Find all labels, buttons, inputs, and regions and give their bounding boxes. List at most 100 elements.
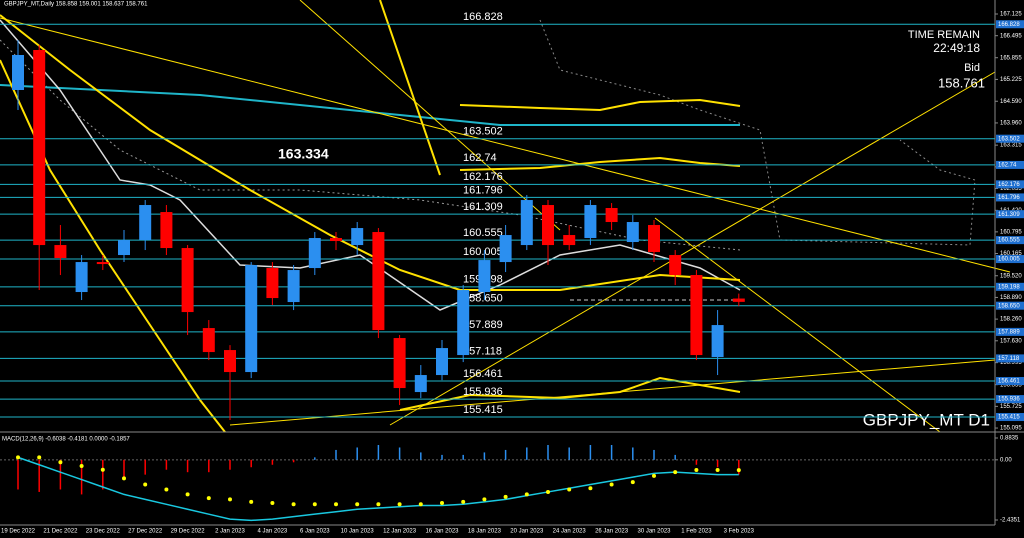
level-label: 156.461 xyxy=(463,368,503,380)
trendline xyxy=(389,71,996,426)
x-tick-label: 16 Jan 2023 xyxy=(425,529,459,535)
level-tag xyxy=(996,210,1024,219)
signal-dot xyxy=(673,470,678,475)
candle-body xyxy=(414,375,427,393)
candle-body xyxy=(12,54,24,90)
moving-average xyxy=(0,19,741,311)
level-tag-label: 162.74 xyxy=(998,163,1017,169)
level-tag-label: 166.828 xyxy=(998,22,1020,28)
x-tick-label: 30 Jan 2023 xyxy=(637,529,671,535)
signal-dot xyxy=(524,492,529,497)
candle-body xyxy=(393,338,406,389)
chart-header: GBPJPY_MT,Daily 158.858 159.001 158.637 … xyxy=(4,2,148,8)
x-tick-label: 26 Jan 2023 xyxy=(595,529,629,535)
level-tag-label: 161.796 xyxy=(998,195,1020,201)
level-tag xyxy=(996,255,1024,264)
candle-body xyxy=(160,212,173,249)
signal-dot xyxy=(461,499,466,504)
level-tag-label: 155.936 xyxy=(998,397,1020,403)
candle-body xyxy=(499,235,512,263)
candle-body xyxy=(669,255,682,276)
x-tick-label: 4 Jan 2023 xyxy=(258,529,288,535)
level-tag xyxy=(996,301,1024,310)
candle-body xyxy=(266,268,279,299)
level-label: 162.74 xyxy=(463,152,497,164)
signal-dot xyxy=(79,464,84,469)
signal-dot xyxy=(630,480,635,485)
x-tick-label: 18 Jan 2023 xyxy=(468,529,502,535)
y-tick-label: 156.995 xyxy=(1000,360,1022,366)
level-tag-label: 157.889 xyxy=(998,329,1020,335)
level-tag xyxy=(996,413,1024,422)
level-tag-label: 161.309 xyxy=(998,212,1020,218)
signal-dot xyxy=(100,467,105,472)
y-tick-label: 155.095 xyxy=(1000,426,1022,432)
level-tag xyxy=(996,236,1024,245)
bid-label: Bid xyxy=(964,62,980,74)
y-tick-label: 167.125 xyxy=(1000,12,1022,18)
signal-dot xyxy=(164,487,169,492)
signal-dot xyxy=(418,502,423,507)
level-tag xyxy=(996,193,1024,202)
y-tick-label: 0.00 xyxy=(1000,457,1012,463)
signal-dot xyxy=(715,467,720,472)
candle-body xyxy=(75,262,88,293)
level-label: 161.796 xyxy=(463,184,503,196)
candle-body xyxy=(626,222,639,243)
y-tick-label: 163.960 xyxy=(1000,121,1022,127)
signal-dot xyxy=(206,496,211,501)
level-label: 157.889 xyxy=(463,319,503,331)
level-tag-label: 156.461 xyxy=(998,379,1020,385)
candle-body xyxy=(372,232,385,331)
signal-dot xyxy=(228,497,232,502)
level-label: 158.650 xyxy=(463,293,503,305)
x-tick-label: 20 Jan 2023 xyxy=(510,529,544,535)
level-label: 155.936 xyxy=(463,386,503,398)
y-tick-label: 0.8835 xyxy=(1000,436,1019,442)
candle-body xyxy=(33,50,46,246)
level-label: 160.005 xyxy=(463,246,503,258)
trendline xyxy=(229,359,996,426)
candle-body xyxy=(224,350,236,373)
level-tag-label: 162.176 xyxy=(998,182,1020,188)
level-tag xyxy=(996,395,1024,404)
macd-line xyxy=(17,456,739,522)
candle-body xyxy=(96,262,109,265)
level-tag-label: 158.650 xyxy=(998,303,1020,309)
level-tag-label: 157.118 xyxy=(998,356,1020,362)
level-tag xyxy=(996,377,1024,386)
signal-dot xyxy=(736,468,741,473)
y-tick-label: 160.795 xyxy=(1000,229,1022,235)
signal-dot xyxy=(312,502,317,507)
candle-body xyxy=(436,348,448,376)
candle-body xyxy=(520,200,533,246)
candle-body xyxy=(308,238,321,269)
candle-body xyxy=(563,235,576,246)
level-tag xyxy=(996,354,1024,363)
candle-body xyxy=(584,205,597,239)
signal-dot xyxy=(270,501,275,506)
x-tick-label: 29 Dec 2022 xyxy=(171,529,206,535)
y-tick-label: 162.055 xyxy=(1000,186,1022,192)
signal-dot xyxy=(37,455,42,460)
level-tag xyxy=(996,327,1024,336)
trendline xyxy=(379,0,441,176)
x-tick-label: 27 Dec 2022 xyxy=(128,529,163,535)
candle-body xyxy=(732,298,745,302)
y-tick-label: 155.725 xyxy=(1000,404,1022,410)
x-tick-label: 10 Jan 2023 xyxy=(341,529,375,535)
signal-dot xyxy=(355,502,360,507)
level-tag-label: 159.198 xyxy=(998,284,1020,290)
signal-dot xyxy=(249,499,254,504)
level-label: 155.415 xyxy=(463,404,503,416)
time-remain-label: TIME REMAIN xyxy=(908,29,980,41)
signal-dot xyxy=(185,492,190,497)
y-tick-label: 158.260 xyxy=(1000,317,1022,323)
signal-dot xyxy=(58,460,63,465)
y-tick-label: 165.225 xyxy=(1000,77,1022,83)
signal-dot xyxy=(397,502,402,507)
x-tick-label: 12 Jan 2023 xyxy=(383,529,417,535)
candle-body xyxy=(245,265,258,373)
x-tick-label: 21 Dec 2022 xyxy=(43,529,78,535)
